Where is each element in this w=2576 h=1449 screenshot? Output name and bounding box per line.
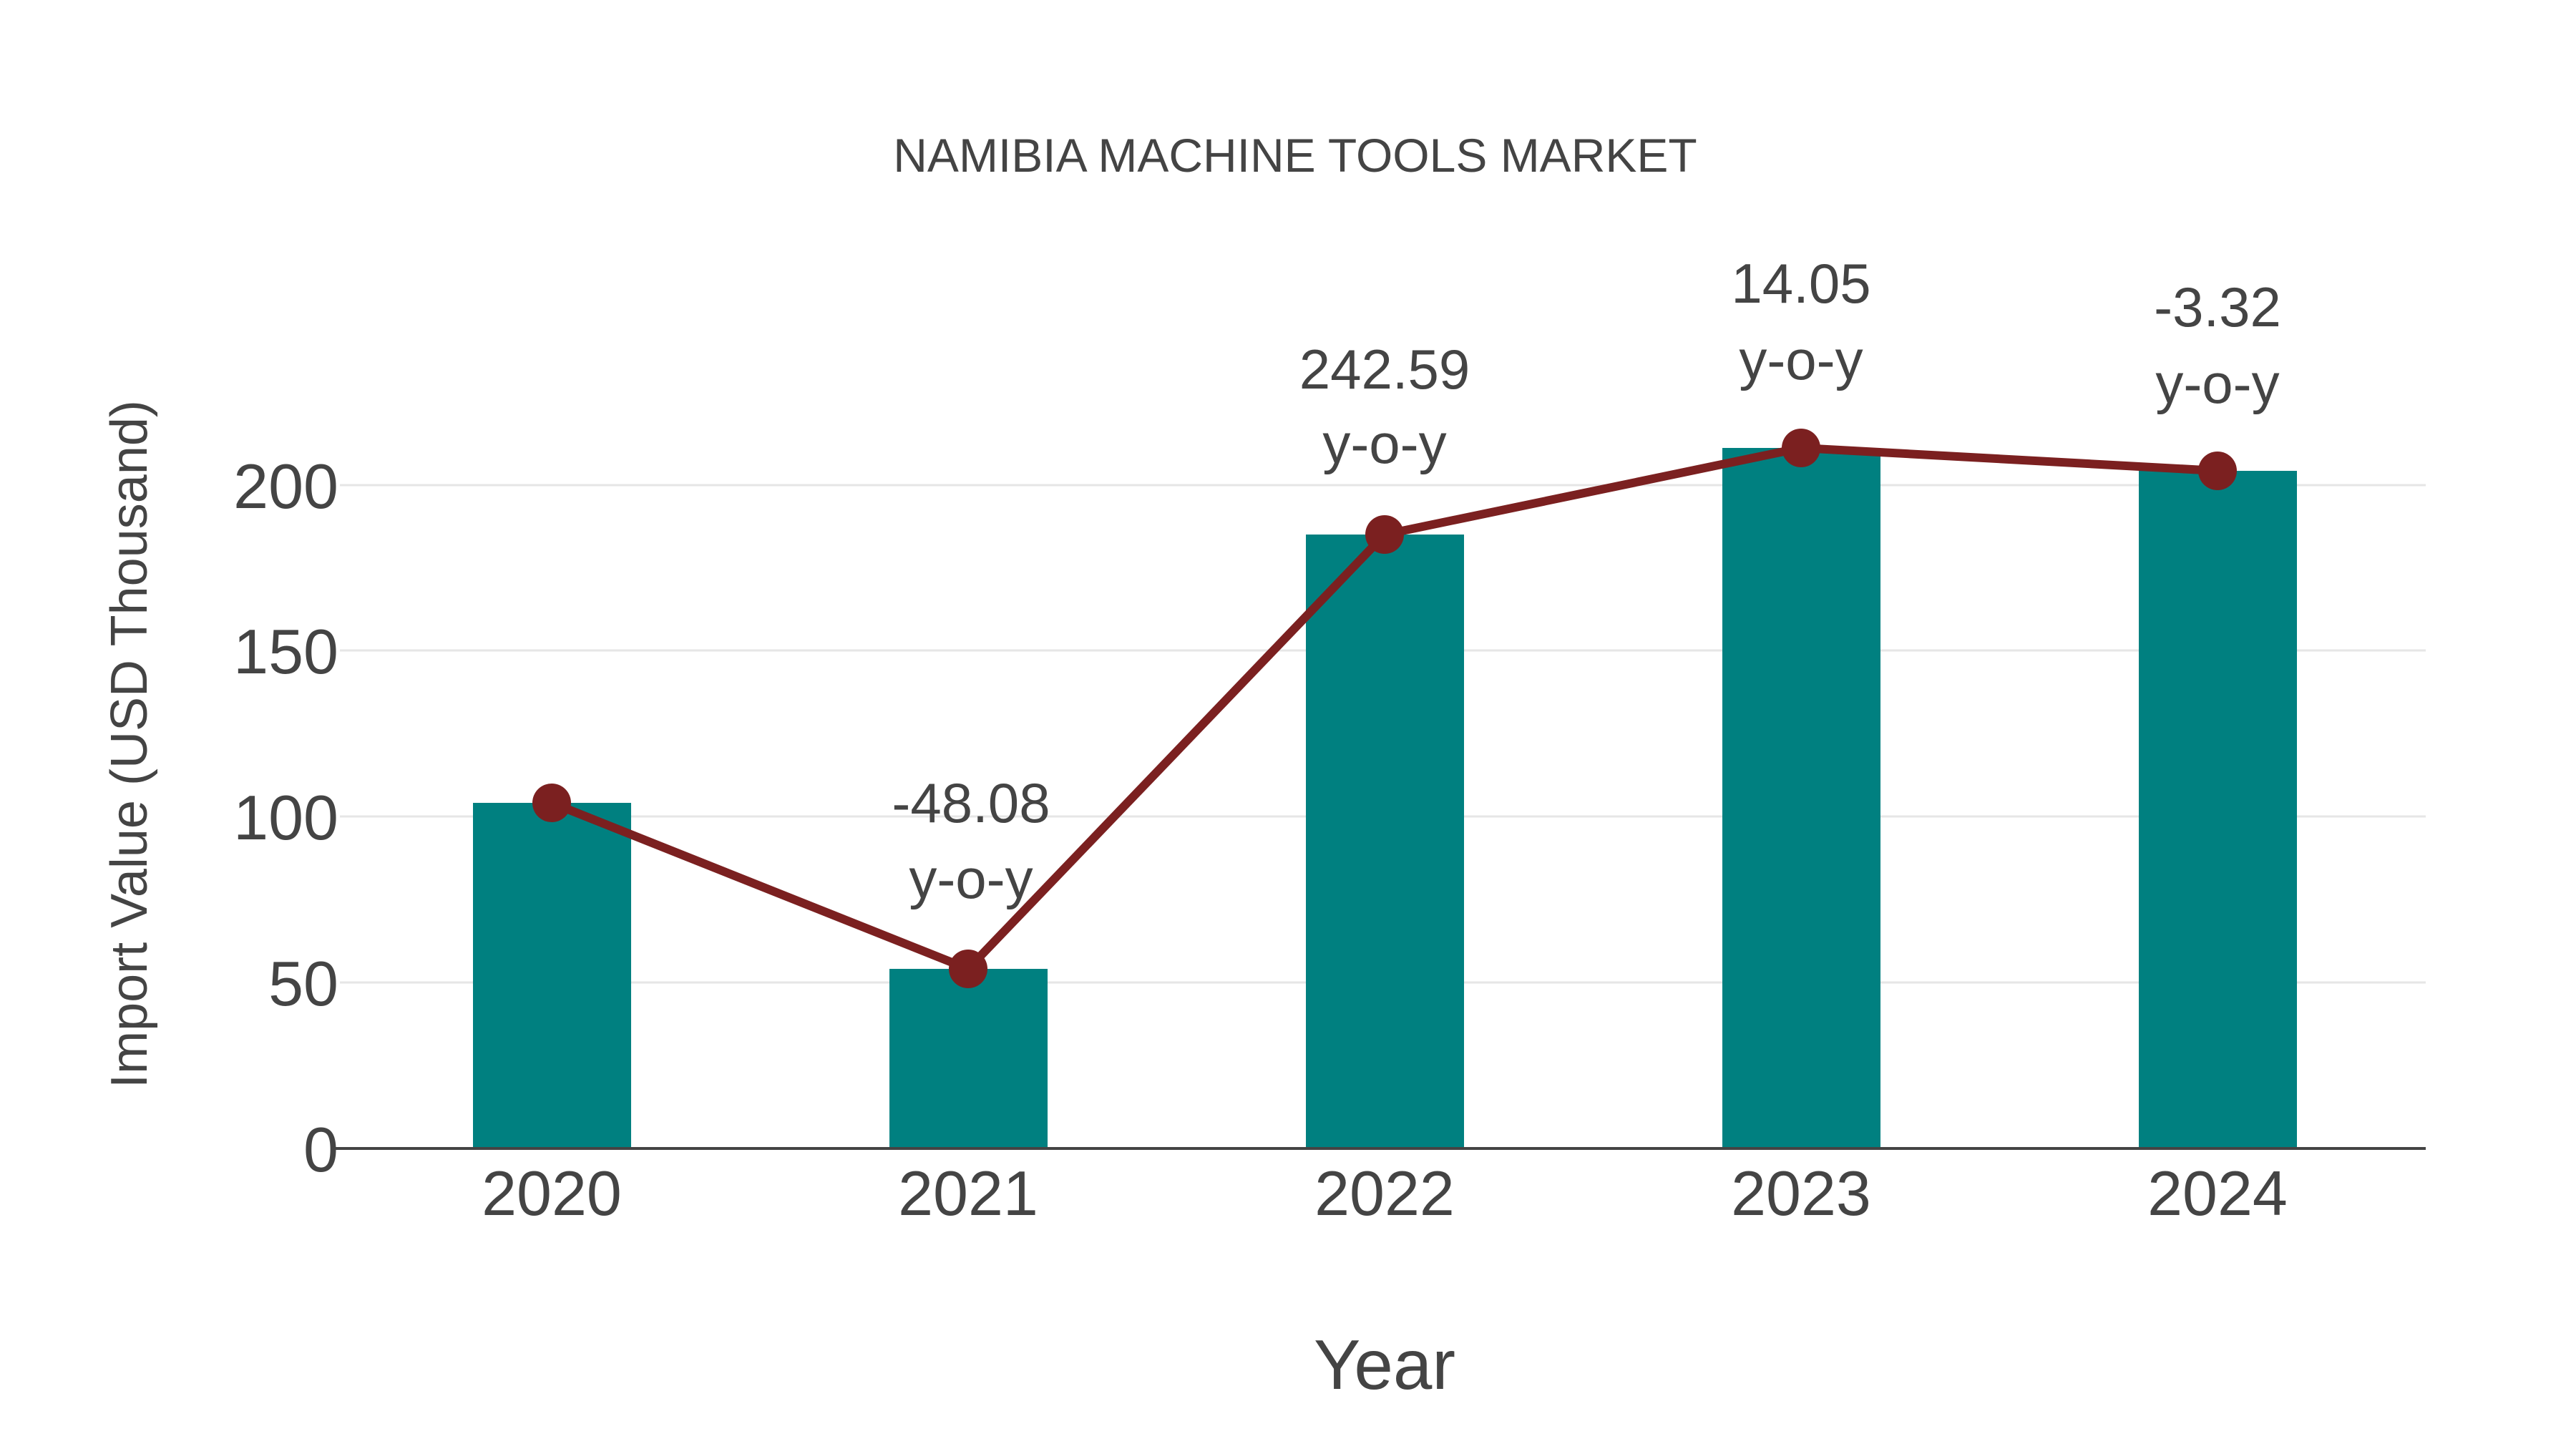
annotation-2022-value: 242.59 [1299,338,1470,401]
y-tick-200: 200 [233,451,338,522]
annotation-2021-label: y-o-y [909,847,1033,910]
bar-2020 [473,803,631,1148]
annotation-2024-label: y-o-y [2155,352,2279,415]
trend-marker-2022 [1365,515,1404,554]
x-tick-2022: 2022 [1314,1158,1455,1229]
y-axis-ticks: 0 50 100 150 200 [233,451,338,1185]
bar-2024 [2139,471,2297,1148]
x-tick-2023: 2023 [1731,1158,1871,1229]
trend-marker-2020 [532,784,571,822]
bar-2022 [1306,535,1464,1148]
y-tick-50: 50 [268,948,338,1019]
x-axis-title: Year [1314,1325,1455,1404]
annotation-2023-value: 14.05 [1731,252,1870,315]
bar-2021 [889,969,1048,1148]
x-axis-ticks: 2020 2021 2022 2023 2024 [482,1158,2288,1229]
annotations: -48.08 y-o-y 242.59 y-o-y 14.05 y-o-y -3… [892,252,2280,910]
trend-marker-2023 [1782,429,1820,467]
chart-title: NAMIBIA MACHINE TOOLS MARKET [893,129,1697,182]
y-axis-title: Import Value (USD Thousand) [101,400,158,1088]
bars [473,448,2297,1148]
annotation-2021-value: -48.08 [892,771,1050,834]
trend-marker-2024 [2198,452,2237,490]
x-tick-2020: 2020 [482,1158,622,1229]
bar-2023 [1722,448,1880,1148]
trend-marker-2021 [949,950,987,988]
trend-line [532,429,2237,988]
y-tick-150: 150 [233,616,338,687]
y-tick-100: 100 [233,782,338,853]
annotation-2024-value: -3.32 [2154,275,2281,338]
x-tick-2024: 2024 [2147,1158,2288,1229]
annotation-2023-label: y-o-y [1739,328,1863,391]
x-tick-2021: 2021 [898,1158,1038,1229]
y-tick-0: 0 [303,1114,338,1185]
annotation-2022-label: y-o-y [1322,412,1446,475]
